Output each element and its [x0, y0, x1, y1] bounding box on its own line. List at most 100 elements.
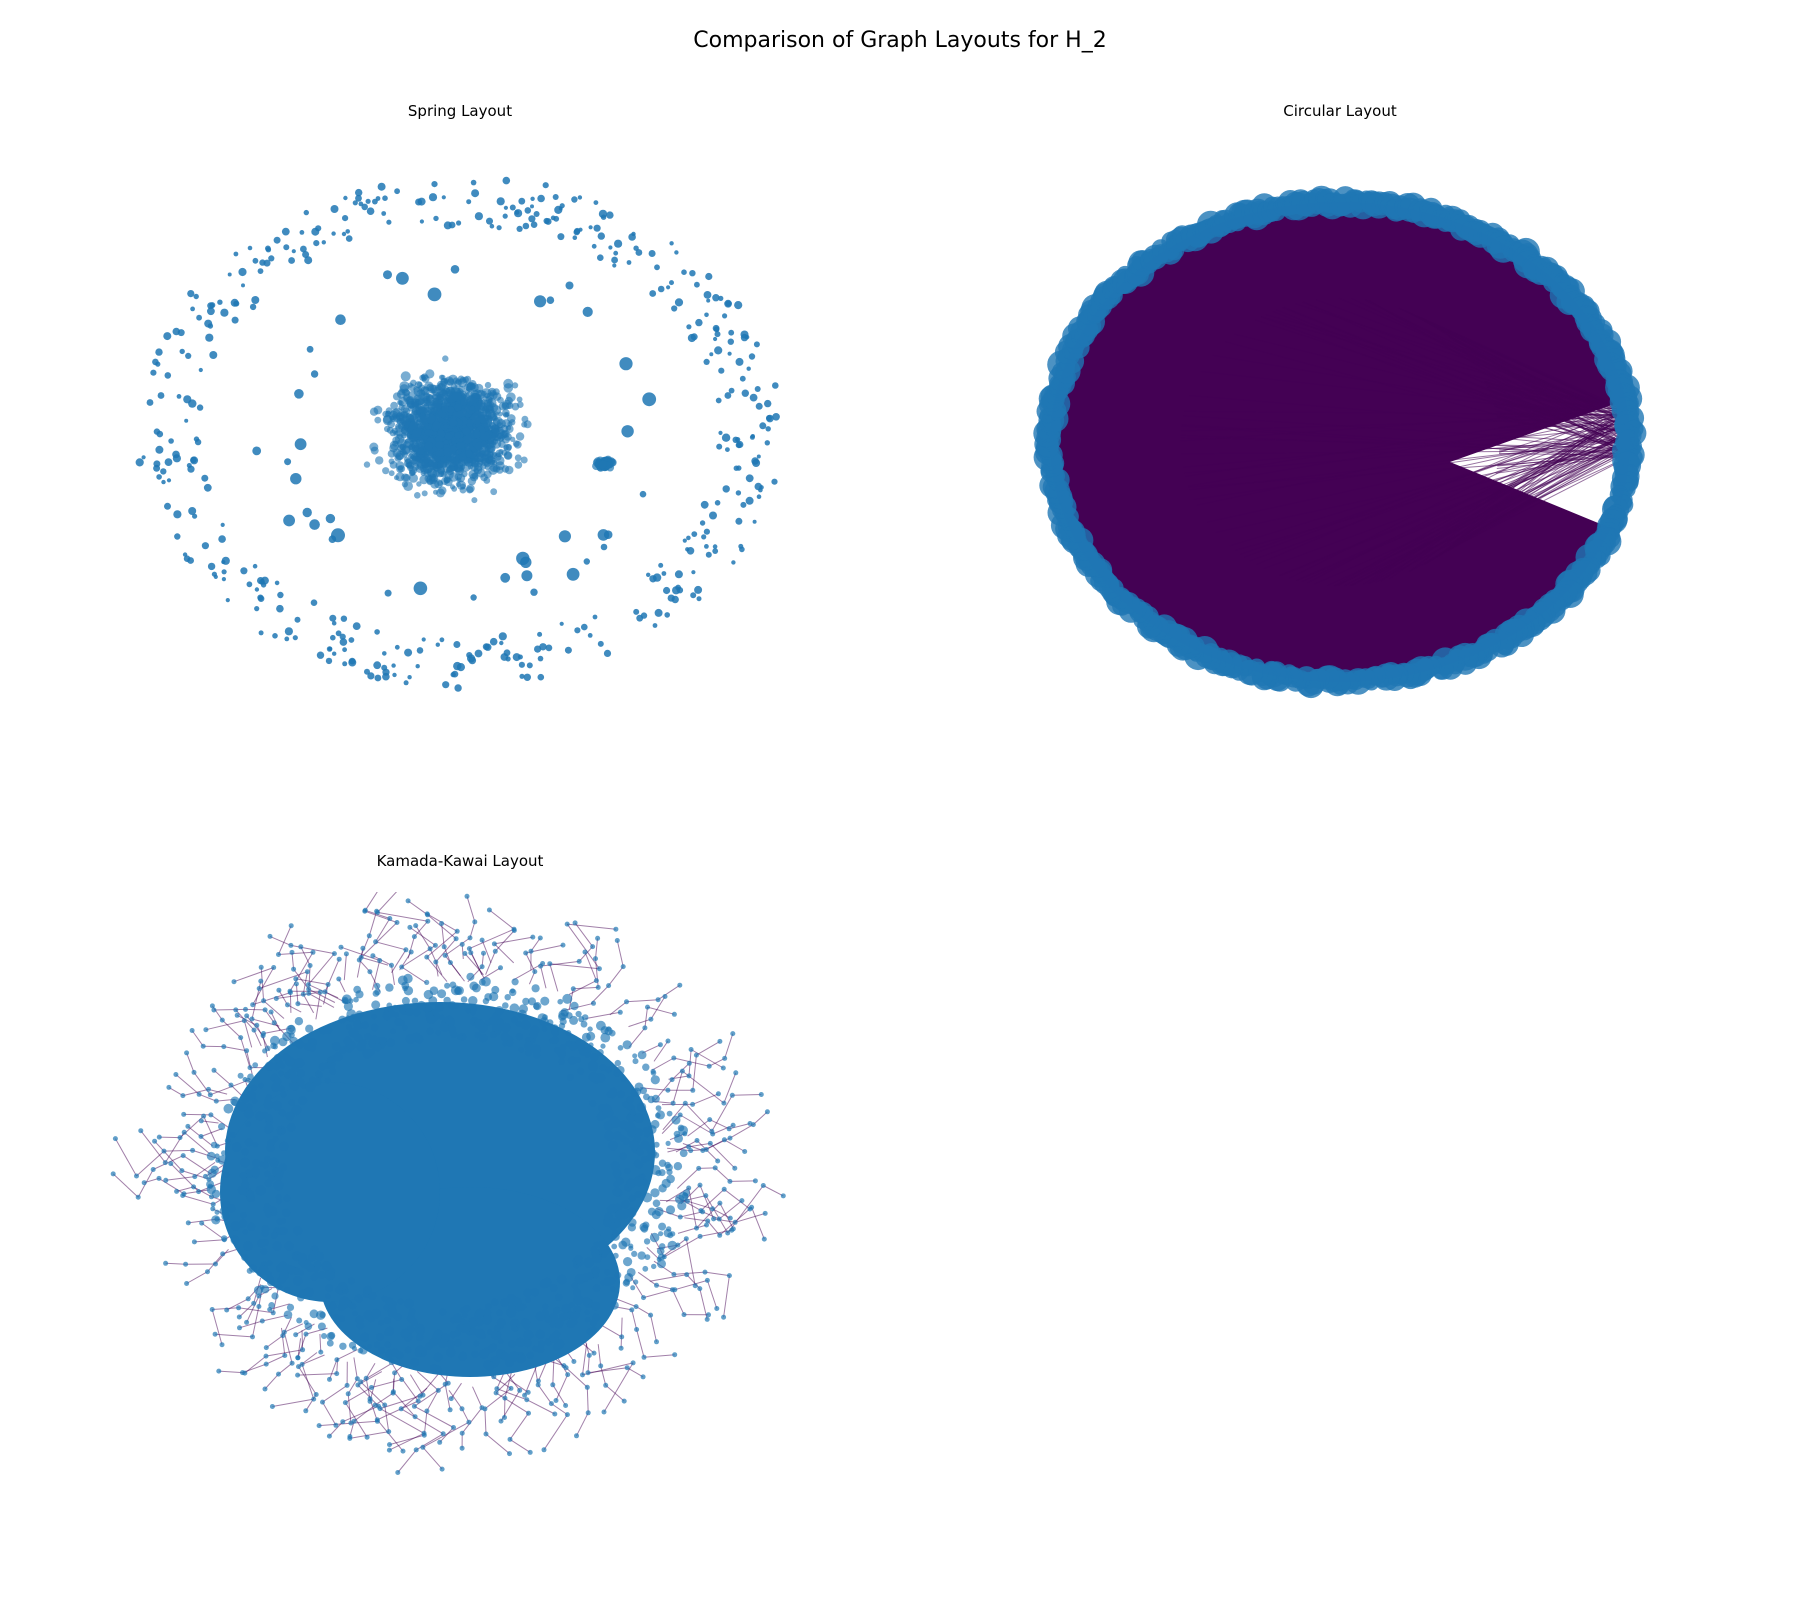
spring-node	[363, 461, 371, 468]
kk-edge	[582, 1362, 634, 1376]
kk-node	[168, 1161, 174, 1167]
kk-node	[383, 1317, 391, 1324]
kk-edge	[704, 1271, 730, 1277]
kk-node	[255, 1185, 266, 1196]
kk-node	[268, 1302, 275, 1309]
kk-node	[570, 986, 576, 992]
kk-node	[684, 1272, 690, 1278]
kk-node	[484, 1361, 495, 1371]
kk-node	[368, 1292, 377, 1300]
kk-node	[596, 1112, 606, 1121]
kk-edge	[384, 1404, 390, 1432]
kk-node	[704, 1277, 710, 1283]
kk-node	[401, 996, 410, 1005]
kk-edge	[702, 1211, 720, 1220]
circular-edge	[1295, 303, 1628, 411]
kk-node	[452, 1313, 462, 1323]
kk-edge	[374, 1392, 394, 1406]
spring-node	[402, 445, 411, 455]
kk-node	[750, 1122, 756, 1128]
kk-node	[500, 1351, 509, 1361]
kk-node	[552, 1344, 559, 1351]
kk-node	[482, 1308, 492, 1318]
kk-node	[553, 1398, 559, 1403]
spring-node	[442, 681, 450, 689]
kk-edge	[361, 956, 389, 966]
kk-node	[709, 1128, 715, 1134]
kk-node	[402, 1024, 408, 1031]
kk-edge	[574, 922, 594, 947]
kk-edge	[448, 1390, 463, 1410]
kk-node	[441, 944, 447, 950]
spring-node	[355, 194, 362, 202]
kk-node	[648, 1312, 654, 1318]
kk-edge	[112, 1173, 139, 1198]
kk-node	[682, 1189, 690, 1197]
spring-node	[654, 608, 663, 617]
kk-node	[110, 1171, 116, 1177]
kk-node	[313, 1392, 319, 1397]
kk-node	[528, 948, 534, 954]
spring-node	[328, 535, 337, 543]
kk-node	[284, 1241, 294, 1251]
kk-node	[309, 1309, 319, 1319]
kk-node	[665, 1087, 671, 1093]
kk-node	[586, 1352, 592, 1358]
kk-edge	[657, 984, 681, 1001]
kk-node	[244, 1319, 250, 1325]
spring-node	[179, 348, 185, 355]
kk-node	[459, 1445, 465, 1451]
kk-node	[472, 919, 478, 925]
spring-node	[153, 428, 161, 435]
spring-node	[675, 584, 681, 591]
spring-node	[564, 646, 572, 654]
spring-node	[240, 567, 248, 575]
spring-node	[382, 651, 387, 656]
circular-edge	[1457, 427, 1630, 540]
kk-node	[704, 1316, 710, 1322]
kk-edge	[283, 1332, 293, 1364]
kk-node	[260, 1248, 268, 1255]
kk-node	[650, 1075, 660, 1085]
kk-node	[666, 1110, 673, 1117]
kk-node	[321, 1261, 332, 1271]
kk-node	[311, 1396, 317, 1402]
kk-edge	[426, 1390, 439, 1412]
spring-node	[166, 478, 172, 483]
kk-node	[266, 1275, 274, 1284]
spring-node	[423, 456, 431, 464]
kk-node	[447, 1407, 453, 1413]
kk-node	[556, 1274, 567, 1285]
spring-node	[392, 440, 398, 447]
spring-node	[451, 670, 459, 678]
spring-node	[438, 486, 447, 495]
kk-node	[318, 1062, 327, 1071]
spring-node	[329, 614, 337, 622]
kk-node	[664, 1161, 671, 1169]
kk-node	[433, 959, 439, 965]
spring-node	[417, 447, 425, 455]
kk-node	[658, 1231, 664, 1237]
kk-node	[200, 1043, 206, 1049]
kk-node	[637, 1102, 647, 1112]
kk-node	[273, 1180, 284, 1191]
spring-node	[587, 633, 593, 638]
spring-node	[388, 458, 395, 465]
kk-node	[241, 1254, 249, 1261]
spring-node	[422, 386, 429, 393]
kk-edge	[422, 1446, 443, 1470]
kk-node	[489, 991, 499, 1002]
kk-node	[447, 960, 453, 966]
kk-node	[219, 1342, 225, 1348]
kk-node	[393, 1011, 399, 1018]
kk-node	[682, 1100, 688, 1106]
kk-edge	[203, 1115, 218, 1147]
spring-node	[294, 389, 304, 399]
kk-edge	[647, 1006, 675, 1015]
kk-core-nodes	[206, 972, 690, 1375]
kk-node	[135, 1194, 141, 1200]
kk-edge	[763, 1185, 784, 1197]
spring-node	[712, 294, 720, 302]
spring-node	[522, 222, 530, 230]
kk-edge	[278, 1362, 293, 1375]
